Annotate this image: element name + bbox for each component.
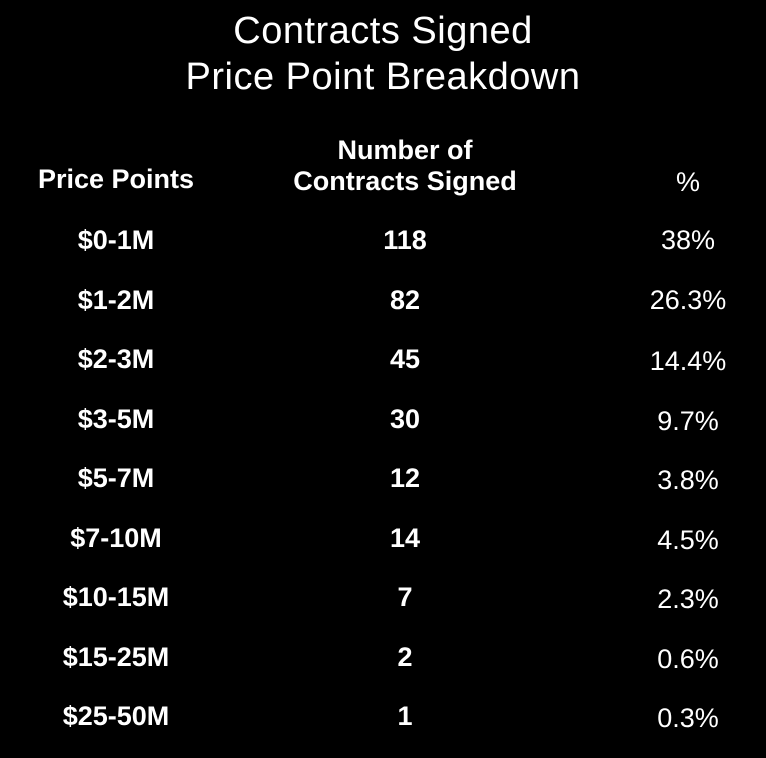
- percent-cell: 26.3%: [649, 285, 727, 315]
- chart-title: Contracts Signed: [233, 10, 533, 52]
- percent-cell: 0.3%: [657, 703, 719, 733]
- percent-cell: 38%: [660, 225, 716, 255]
- column-header-percent: %: [675, 167, 700, 197]
- contracts-count-cell: 45: [389, 344, 421, 374]
- price-point-cell: $0-1M: [77, 225, 155, 255]
- table-row: $3-5M 30 9.7%: [0, 399, 766, 439]
- contracts-count-cell: 7: [397, 582, 413, 612]
- price-point-cell: $7-10M: [70, 523, 162, 553]
- contracts-count-cell: 30: [389, 404, 421, 434]
- table-row: $0-1M 118 38%: [0, 220, 766, 260]
- table-row: $1-2M 82 26.3%: [0, 280, 766, 320]
- table-row: $5-7M 12 3.8%: [0, 458, 766, 498]
- table-row: $10-15M 7 2.3%: [0, 577, 766, 617]
- table-row: $2-3M 45 14.4%: [0, 339, 766, 379]
- percent-cell: 0.6%: [657, 644, 719, 674]
- price-point-cell: $15-25M: [62, 642, 170, 672]
- column-header-contracts-line-1: Number of: [337, 135, 473, 165]
- table-row: $7-10M 14 4.5%: [0, 518, 766, 558]
- contracts-count-cell: 2: [397, 642, 413, 672]
- contracts-count-cell: 14: [389, 523, 421, 553]
- price-point-cell: $2-3M: [77, 344, 155, 374]
- table-row: $15-25M 2 0.6%: [0, 637, 766, 677]
- table-row: $25-50M 1 0.3%: [0, 696, 766, 736]
- percent-cell: 14.4%: [649, 346, 727, 376]
- percent-cell: 3.8%: [657, 465, 719, 495]
- price-point-cell: $25-50M: [62, 701, 170, 731]
- contracts-count-cell: 12: [389, 463, 421, 493]
- price-point-cell: $3-5M: [77, 404, 155, 434]
- contracts-count-cell: 118: [383, 225, 427, 255]
- chart-subtitle: Price Point Breakdown: [185, 56, 581, 98]
- percent-cell: 9.7%: [657, 406, 719, 436]
- column-header-price-points: Price Points: [37, 164, 195, 194]
- contracts-count-cell: 82: [389, 285, 421, 315]
- percent-cell: 4.5%: [657, 525, 719, 555]
- column-header-contracts-line-2: Contracts Signed: [293, 166, 517, 196]
- price-point-cell: $1-2M: [77, 285, 155, 315]
- percent-cell: 2.3%: [657, 584, 719, 614]
- column-header-contracts-signed: Number of Contracts Signed: [262, 135, 548, 197]
- contracts-count-cell: 1: [397, 701, 413, 731]
- price-point-cell: $5-7M: [77, 463, 155, 493]
- price-point-cell: $10-15M: [62, 582, 170, 612]
